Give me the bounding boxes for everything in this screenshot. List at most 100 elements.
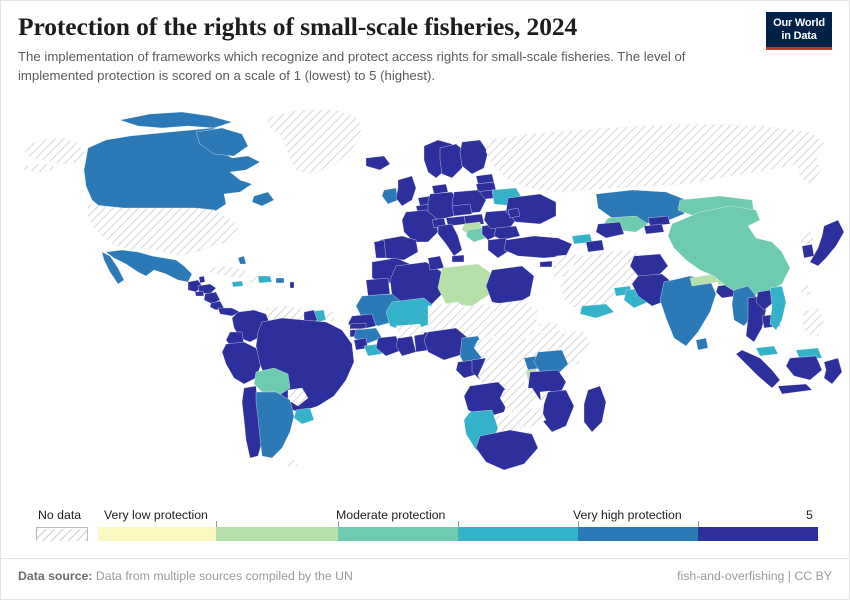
country-kamchatka[interactable] [797,153,821,185]
country-czechia[interactable] [451,203,473,217]
country-india[interactable] [659,275,717,347]
country-newfoundland[interactable] [251,191,275,207]
country-zambia[interactable] [499,387,541,411]
legend-no-data-swatch[interactable] [36,527,88,541]
country-burkina-faso[interactable] [395,323,425,339]
country-philippines[interactable] [801,307,825,337]
country-indonesia-borneo[interactable] [785,355,823,381]
country-south-korea[interactable] [801,243,815,259]
country-dominican-republic[interactable] [257,275,273,284]
owid-logo[interactable]: Our World in Data [766,12,832,50]
country-madagascar[interactable] [583,385,607,433]
country-indonesia-sulawesi[interactable] [823,357,843,385]
country-france[interactable] [401,209,439,243]
country-libya[interactable] [437,263,493,307]
country-sri-lanka[interactable] [695,337,709,351]
country-aleutians[interactable] [21,163,59,173]
data-source: Data source: Data from multiple sources … [18,569,353,583]
country-angola[interactable] [463,381,511,419]
country-eritrea-djibouti[interactable] [537,321,561,335]
country-peru[interactable] [221,341,263,385]
country-indonesia-java[interactable] [777,383,813,395]
country-vietnam[interactable] [769,285,787,331]
country-china[interactable] [667,205,791,297]
country-italy[interactable] [437,223,463,257]
country-indonesia-sumatra[interactable] [735,349,781,389]
country-argentina[interactable] [255,391,295,459]
country-canada-arctic-isles[interactable] [119,111,233,129]
legend-color-bar[interactable] [98,527,818,541]
country-belize[interactable] [198,275,206,284]
country-cuba[interactable] [207,265,251,279]
footer-rights[interactable]: fish-and-overfishing | CC BY [677,569,832,583]
country-tunisia[interactable] [427,255,445,271]
legend-segment-4[interactable] [458,527,578,541]
country-sudan[interactable] [487,299,539,343]
country-ghana[interactable] [395,335,417,357]
country-haiti[interactable] [249,275,260,284]
data-source-text: Data from multiple sources compiled by t… [95,569,353,583]
country-denmark[interactable] [431,183,449,195]
country-north-korea[interactable] [799,231,815,247]
country-ukraine[interactable] [505,193,557,225]
country-uruguay[interactable] [293,407,315,425]
country-taiwan[interactable] [799,283,811,297]
country-ivory-coast[interactable] [375,335,403,357]
legend-segment-6[interactable] [698,527,818,541]
country-united-states[interactable] [87,203,241,257]
country-japan[interactable] [809,219,845,267]
country-moldova[interactable] [507,207,521,219]
legend-segment-2[interactable] [216,527,338,541]
country-baja-california[interactable] [101,251,125,285]
country-greece[interactable] [487,237,511,259]
country-falklands[interactable] [287,459,299,467]
country-cyprus[interactable] [539,260,553,268]
country-gambia[interactable] [349,322,367,330]
country-bulgaria[interactable] [493,225,521,241]
country-greenland[interactable] [265,109,363,175]
page-title: Protection of the rights of small-scale … [18,12,578,41]
country-ireland[interactable] [381,187,399,205]
country-sweden[interactable] [439,143,467,179]
country-portugal[interactable] [373,239,387,259]
legend-segment-3[interactable] [338,527,458,541]
world-choropleth-map[interactable] [0,100,850,500]
country-tajikistan[interactable] [643,223,665,235]
country-lesser-antilles[interactable] [289,281,295,289]
country-egypt[interactable] [485,265,535,307]
country-united-kingdom[interactable] [395,175,417,207]
country-bahamas[interactable] [237,255,247,265]
country-sicily[interactable] [451,254,465,263]
country-western-sahara[interactable] [365,277,391,297]
country-kazakhstan[interactable] [595,189,687,225]
country-finland[interactable] [459,139,489,175]
country-jamaica[interactable] [231,280,244,288]
country-yemen[interactable] [579,303,615,319]
country-paraguay[interactable] [287,387,309,407]
country-malaysia[interactable] [755,345,779,357]
country-armenia-azerbaijan[interactable] [585,239,605,253]
country-mozambique[interactable] [541,389,575,433]
country-puerto-rico[interactable] [275,277,285,284]
country-jordan-israel[interactable] [551,263,569,279]
country-iceland[interactable] [365,155,391,171]
country-el-salvador[interactable] [194,290,205,297]
country-chad[interactable] [457,303,499,343]
country-russia[interactable] [485,123,827,193]
country-turkey[interactable] [503,235,573,259]
country-baffin-island[interactable] [195,127,249,157]
country-south-africa[interactable] [475,429,539,471]
country-alaska[interactable] [21,137,87,165]
country-french-guiana[interactable] [323,310,335,322]
owid-logo-line1: Our World [773,17,825,29]
country-kyrgyzstan[interactable] [647,215,671,227]
country-bolivia[interactable] [253,367,291,397]
legend-segment-1[interactable] [98,527,216,541]
country-nigeria[interactable] [423,327,469,361]
country-laos[interactable] [755,289,775,311]
legend-tick-0 [216,521,217,527]
country-bosnia[interactable] [465,227,487,243]
country-turkmenistan[interactable] [595,221,625,239]
legend-segment-5[interactable] [578,527,698,541]
chart-header: Protection of the rights of small-scale … [18,12,832,85]
